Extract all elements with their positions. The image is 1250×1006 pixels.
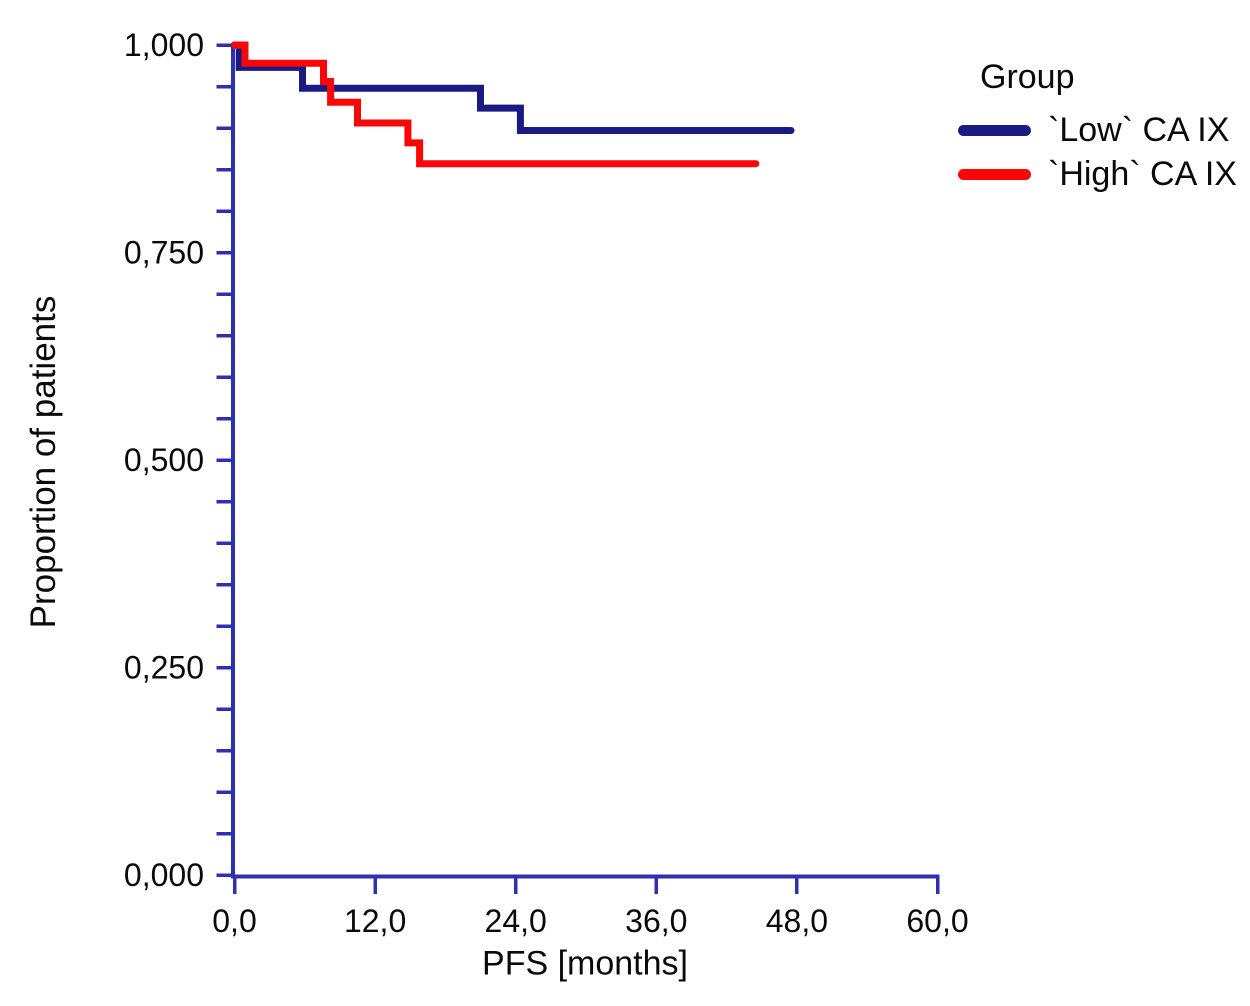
high-series-label: `High` CA IX xyxy=(1048,154,1237,193)
high-series-swatch xyxy=(958,168,1031,180)
x-axis-title: PFS [months] xyxy=(482,944,688,983)
legend-title: Group xyxy=(980,58,1075,96)
series-line-high-ca-ix xyxy=(231,41,760,168)
x-axis-tick-label: 48,0 xyxy=(766,903,828,939)
legend-entry-low: `Low` CA IX xyxy=(958,108,1237,152)
y-axis-tick-label: 0,000 xyxy=(124,857,204,893)
x-axis-tick-label: 60,0 xyxy=(906,903,968,939)
y-axis-tick-label: 1,000 xyxy=(124,27,204,63)
legend-entry-high: `High` CA IX xyxy=(958,152,1237,196)
y-axis-tick-label: 0,250 xyxy=(124,650,204,686)
low-series-label: `Low` CA IX xyxy=(1048,110,1230,149)
low-series-swatch xyxy=(958,124,1031,136)
x-axis-tick-label: 24,0 xyxy=(485,903,547,939)
x-axis-tick-label: 36,0 xyxy=(625,903,687,939)
x-axis-tick-label: 0,0 xyxy=(212,903,256,939)
legend: Group `Low` CA IX `High` CA IX xyxy=(958,58,1237,196)
y-axis-title: Proportion of patients xyxy=(24,295,63,629)
y-axis-tick-label: 0,750 xyxy=(124,235,204,271)
series-line-low-ca-ix xyxy=(231,41,795,134)
x-axis-tick-label: 12,0 xyxy=(344,903,406,939)
y-axis-tick-label: 0,500 xyxy=(124,442,204,478)
